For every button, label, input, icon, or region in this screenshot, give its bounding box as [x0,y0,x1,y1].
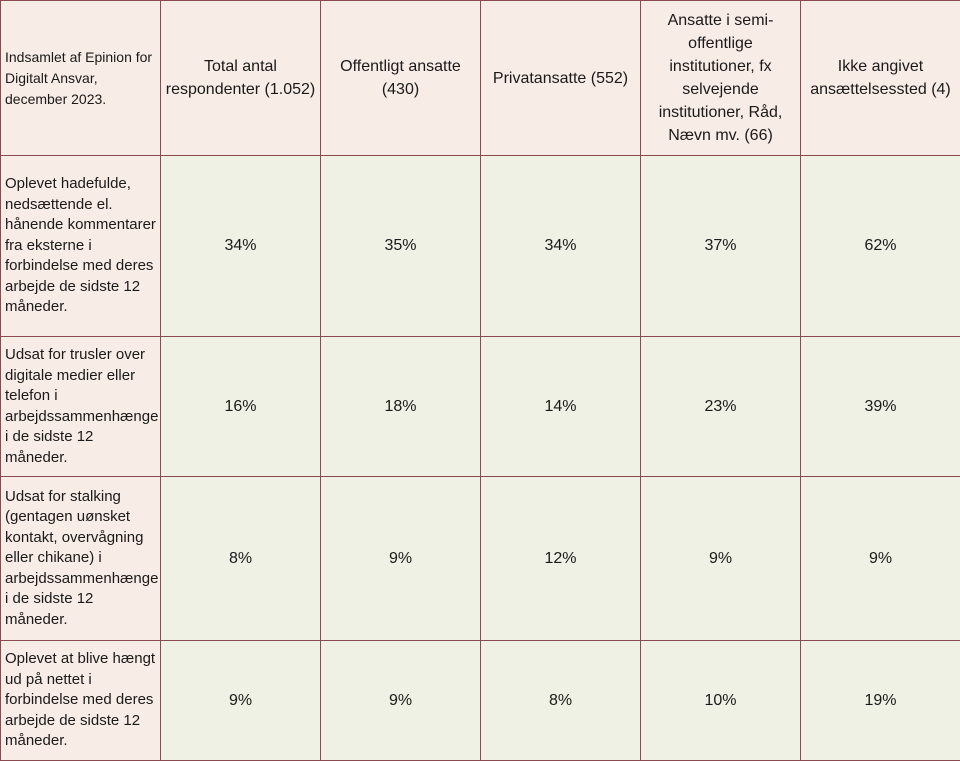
table-cell: 8% [161,477,321,641]
table-cell: 18% [321,337,481,477]
table-cell: 9% [801,477,960,641]
column-header-public: Offentligt ansatte (430) [321,1,481,156]
table-row: Udsat for trusler over digitale medier e… [1,337,960,477]
row-label: Udsat for stalking (gentagen uønsket kon… [1,477,161,641]
table-cell: 39% [801,337,960,477]
column-header-unspecified: Ikke angivet ansættelsessted (4) [801,1,960,156]
column-header-semi-public: Ansatte i semi-offentlige institutioner,… [641,1,801,156]
table-cell: 35% [321,156,481,337]
row-label: Oplevet at blive hængt ud på nettet i fo… [1,641,161,761]
table-cell: 10% [641,641,801,761]
row-label: Udsat for trusler over digitale medier e… [1,337,161,477]
table-cell: 34% [161,156,321,337]
table-cell: 19% [801,641,960,761]
table-cell: 9% [321,477,481,641]
table-cell: 62% [801,156,960,337]
source-note: Indsamlet af Epinion for Digitalt Ansvar… [1,1,161,156]
column-header-private: Privatansatte (552) [481,1,641,156]
table-row: Oplevet hadefulde, nedsættende el. hånen… [1,156,960,337]
table-cell: 9% [161,641,321,761]
row-label: Oplevet hadefulde, nedsættende el. hånen… [1,156,161,337]
table-cell: 34% [481,156,641,337]
table-cell: 23% [641,337,801,477]
table-cell: 9% [641,477,801,641]
table-row: Oplevet at blive hængt ud på nettet i fo… [1,641,960,761]
table-cell: 14% [481,337,641,477]
table-cell: 16% [161,337,321,477]
table-cell: 37% [641,156,801,337]
table-cell: 12% [481,477,641,641]
table-header-row: Indsamlet af Epinion for Digitalt Ansvar… [1,1,960,156]
column-header-total: Total antal respondenter (1.052) [161,1,321,156]
table-cell: 8% [481,641,641,761]
table-cell: 9% [321,641,481,761]
table-row: Udsat for stalking (gentagen uønsket kon… [1,477,960,641]
